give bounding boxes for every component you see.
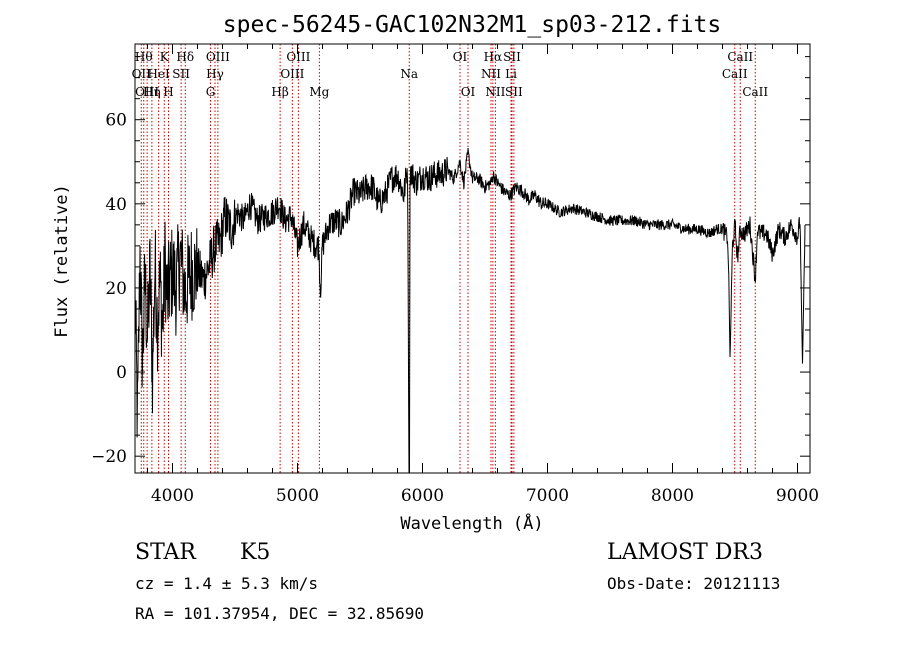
chart-title: spec-56245-GAC102N32M1_sp03-212.fits [223,12,722,38]
line-label-8: Hδ [176,50,194,64]
x-tick-label: 8000 [651,486,694,506]
line-label-2: OIII [135,85,159,99]
survey-name: LAMOST DR3 [607,540,763,565]
line-label-14: OIII [286,50,310,64]
redshift-velocity: cz = 1.4 ± 5.3 km/s [135,574,319,593]
spectrum-chart: spec-56245-GAC102N32M1_sp03-212.fits OII… [52,12,819,534]
line-label-9: G [206,85,216,99]
line-label-12: Hβ [271,85,288,99]
line-label-26: CaII [727,50,753,64]
y-tick-label: −20 [91,447,127,467]
y-tick-label: 0 [116,363,127,383]
line-label-6: H [163,85,173,99]
line-label-25: CaII [722,67,748,81]
x-tick-label: 6000 [401,486,444,506]
y-axis-label: Flux (relative) [52,184,72,338]
x-tick-label: 5000 [276,486,319,506]
line-label-20: Hα [484,50,503,64]
x-axis: 4000 5000 6000 7000 8000 9000 [147,44,819,506]
spectrum-line [134,147,806,474]
line-label-3: Hη [143,85,161,99]
x-tick-label: 9000 [776,486,819,506]
emission-line-markers [140,44,756,473]
x-tick-label: 4000 [151,486,194,506]
line-label-23: SII [503,50,521,64]
line-label-1: Hθ [135,50,153,64]
y-axis: −20 0 20 40 60 [91,56,810,467]
line-label-24: SII [505,85,523,99]
x-tick-label: 7000 [526,486,569,506]
line-label-4: HeI [147,67,170,81]
line-label-7: SII [172,67,190,81]
observation-date: Obs-Date: 20121113 [607,574,781,593]
y-tick-label: 40 [105,195,127,215]
line-label-17: OI [453,50,468,64]
line-label-19: NII [481,67,501,81]
object-class: STAR [135,540,196,565]
line-label-11: OIII [206,50,230,64]
line-label-10: Hγ [206,67,224,81]
line-label-21: NII [485,85,505,99]
line-label-13: OIII [280,67,304,81]
coordinates: RA = 101.37954, DEC = 32.85690 [135,604,424,623]
emission-line-labels: OIIHθOIIIHηHeIKHSIIHδGHγOIIIHβOIIIOIIIMg… [132,50,769,99]
plot-frame [134,43,811,474]
line-label-15: Mg [309,85,329,99]
y-tick-label: 20 [105,279,127,299]
line-label-22: Li [505,67,517,81]
line-label-5: K [160,50,170,64]
line-label-16: Na [400,67,418,81]
x-axis-label: Wavelength (Å) [400,512,543,534]
line-label-18: OI [461,85,476,99]
line-label-27: CaII [742,85,768,99]
object-subclass: K5 [240,540,271,565]
y-tick-label: 60 [105,111,127,131]
